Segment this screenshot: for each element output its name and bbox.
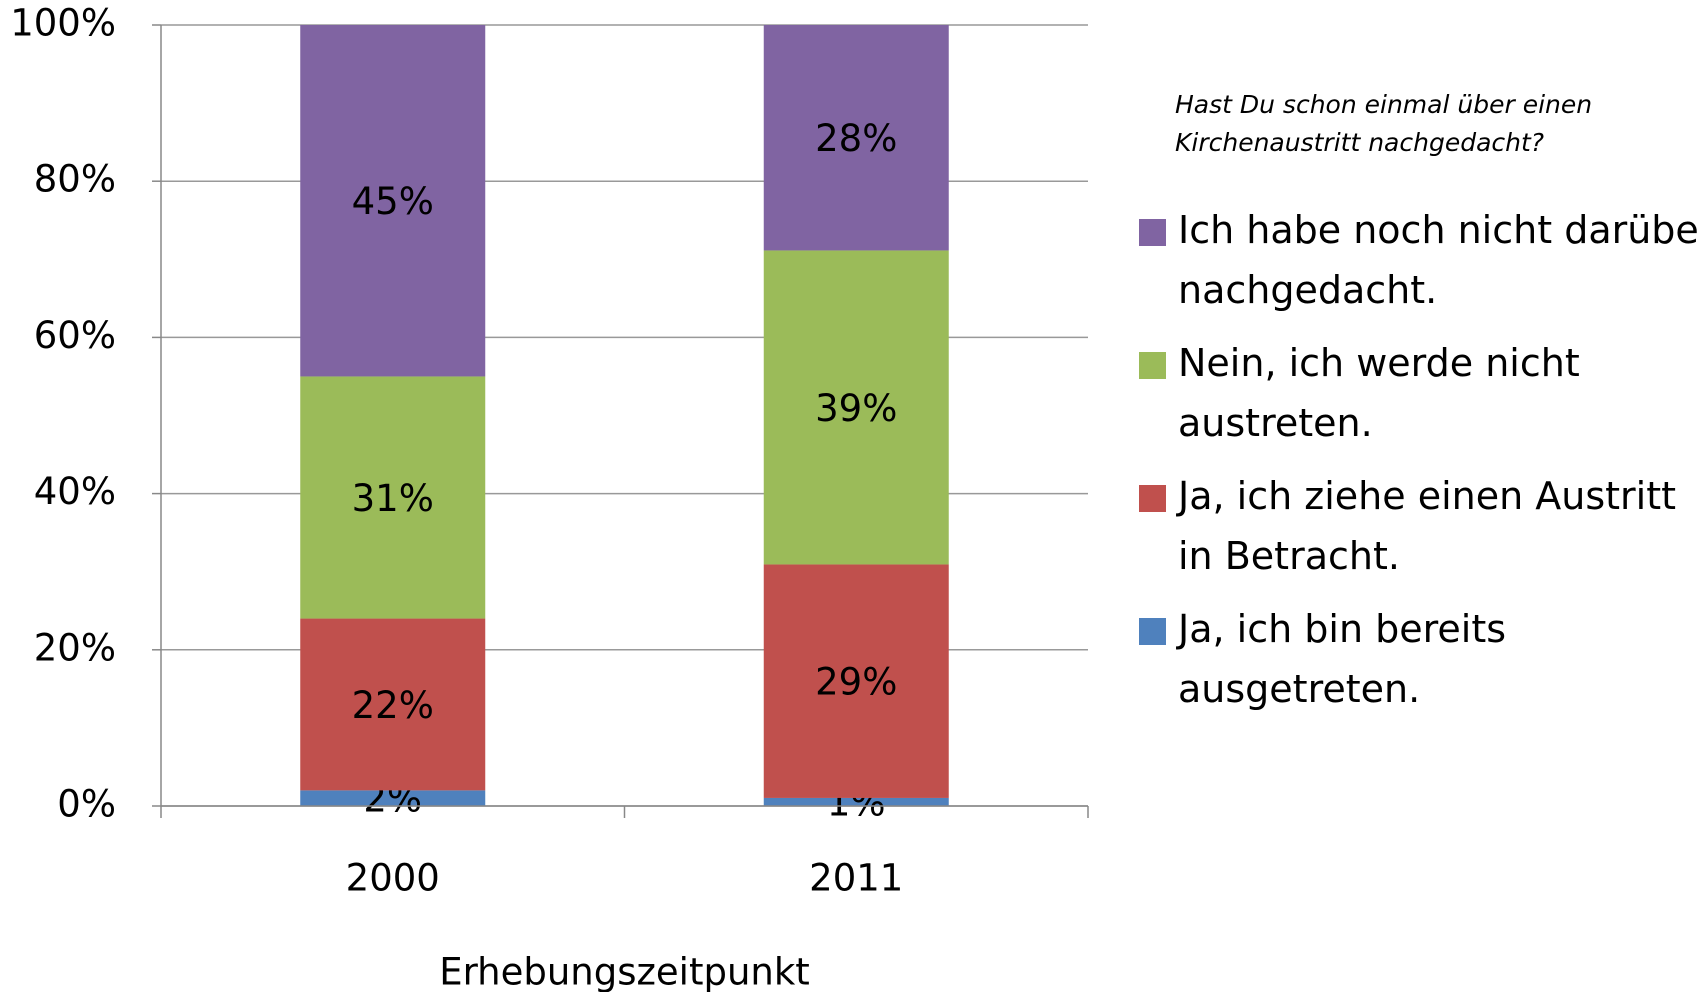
legend-label: Ja, ich bin bereits ausgetreten. bbox=[1178, 607, 1507, 711]
legend-title: Hast Du schon einmal über einen Kirchena… bbox=[1175, 90, 1593, 157]
data-label: 39% bbox=[815, 387, 897, 430]
x-tick-label: 2000 bbox=[346, 857, 440, 900]
legend-label: Ich habe noch nicht darüber nachgedacht. bbox=[1178, 208, 1697, 312]
data-label: 22% bbox=[352, 684, 434, 727]
bar-segment bbox=[763, 564, 949, 798]
y-tick-label: 100% bbox=[10, 2, 116, 45]
legend-label: Ja, ich ziehe einen Austritt in Betracht… bbox=[1178, 474, 1677, 578]
bar-segment bbox=[300, 790, 486, 806]
data-label: 28% bbox=[815, 117, 897, 160]
y-tick-label: 40% bbox=[34, 470, 116, 513]
legend-item: Nein, ich werde nicht austreten. bbox=[1139, 333, 1697, 453]
bar-segment bbox=[763, 250, 949, 565]
y-tick-label: 60% bbox=[34, 314, 116, 357]
data-label: 45% bbox=[352, 180, 434, 223]
y-tick-label: 0% bbox=[57, 783, 116, 826]
legend-label: Nein, ich werde nicht austreten. bbox=[1178, 341, 1580, 445]
bar-segment bbox=[300, 618, 486, 791]
legend-swatch bbox=[1139, 219, 1166, 246]
data-label: 31% bbox=[352, 477, 434, 520]
legend-item: Ja, ich ziehe einen Austritt in Betracht… bbox=[1139, 466, 1697, 586]
x-axis-label: Erhebungszeitpunkt bbox=[439, 951, 810, 992]
legend-item: Ja, ich bin bereits ausgetreten. bbox=[1139, 599, 1697, 719]
legend-swatch bbox=[1139, 618, 1166, 645]
x-tick-label: 2011 bbox=[809, 857, 903, 900]
legend-item: Ich habe noch nicht darüber nachgedacht. bbox=[1139, 200, 1697, 320]
legend-swatch bbox=[1139, 485, 1166, 512]
y-tick-label: 80% bbox=[34, 158, 116, 201]
bar-segment bbox=[763, 797, 949, 806]
data-label: 29% bbox=[815, 661, 897, 704]
y-tick-label: 20% bbox=[34, 626, 116, 669]
bar-segment bbox=[300, 25, 486, 377]
legend-swatch bbox=[1139, 352, 1166, 379]
bar-segment bbox=[763, 25, 949, 251]
bar-segment bbox=[300, 376, 486, 619]
